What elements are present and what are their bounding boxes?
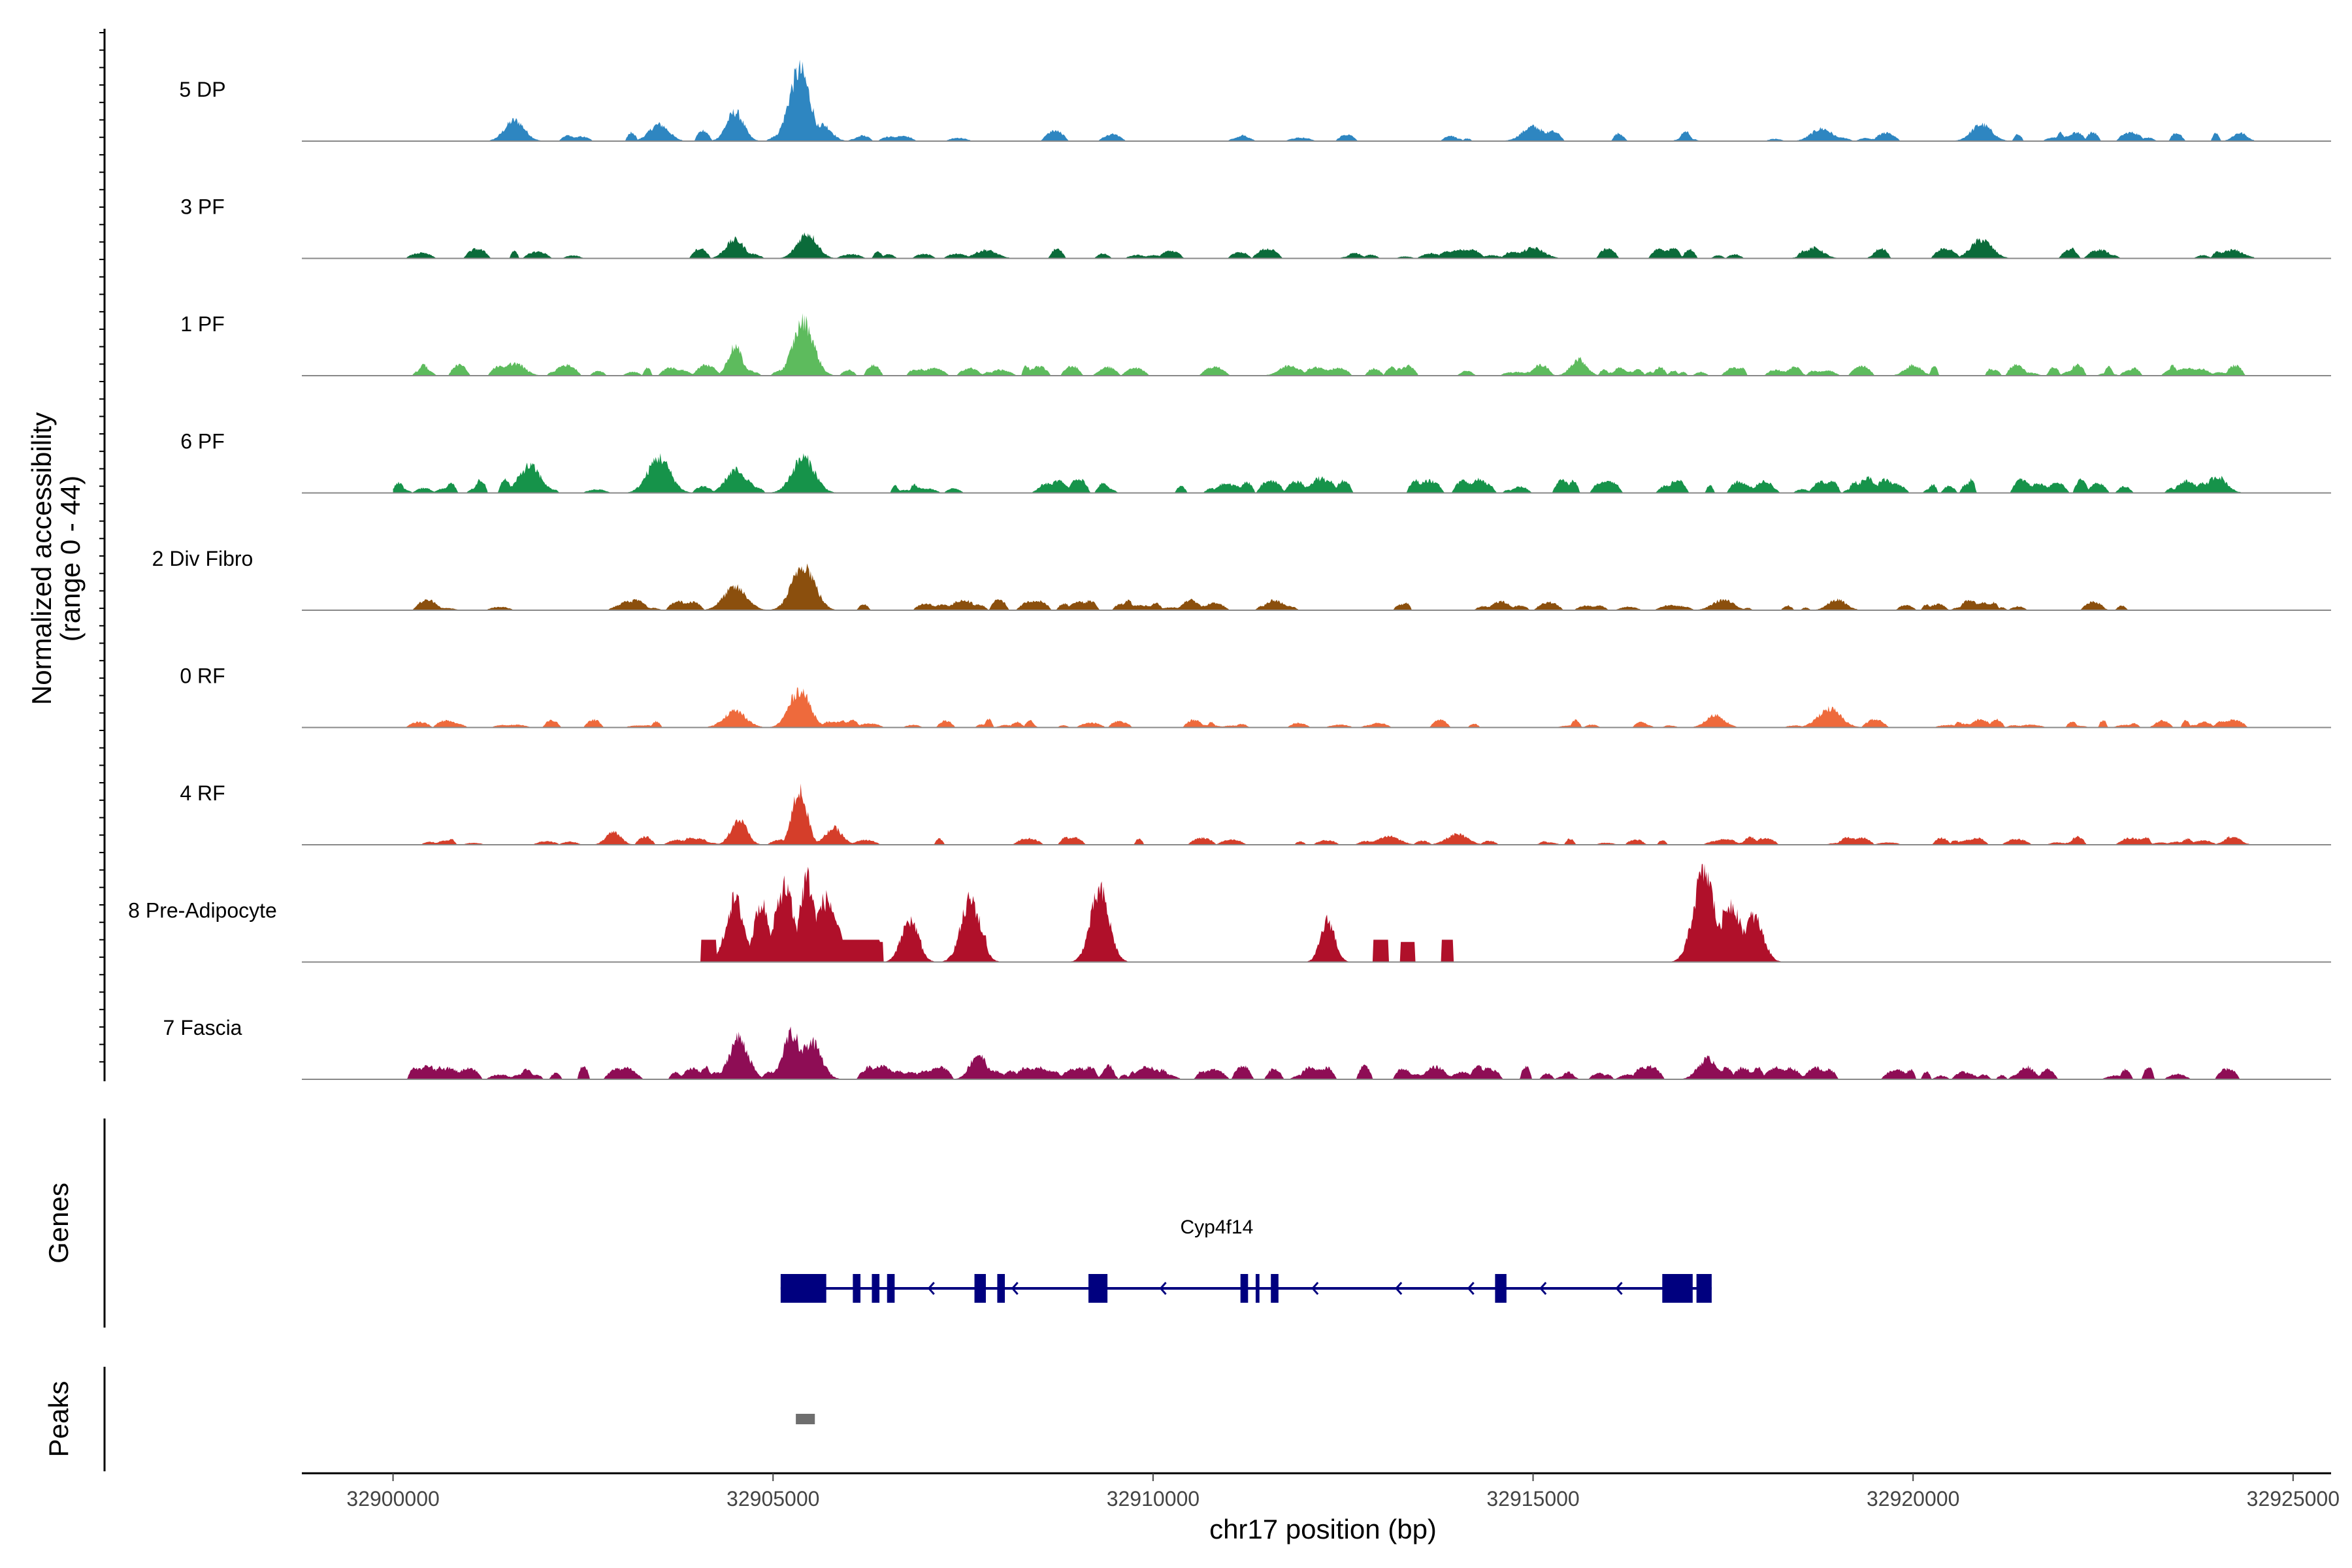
track-label: 2 Div Fibro bbox=[152, 547, 253, 570]
track-label: 1 PF bbox=[180, 312, 225, 336]
x-tick-label: 32905000 bbox=[727, 1487, 819, 1511]
gene-exon bbox=[853, 1274, 861, 1303]
gene-exon bbox=[1495, 1274, 1507, 1303]
x-axis-title: chr17 position (bp) bbox=[1209, 1514, 1437, 1544]
coverage-area bbox=[393, 687, 2255, 728]
track-label: 5 DP bbox=[179, 78, 225, 101]
gene-strand-arrow bbox=[1467, 1282, 1475, 1295]
x-tick-label: 32910000 bbox=[1107, 1487, 1200, 1511]
x-tick-label: 32900000 bbox=[346, 1487, 439, 1511]
coverage-area bbox=[393, 59, 2255, 141]
x-tick-label: 32920000 bbox=[1867, 1487, 1959, 1511]
gene-exon bbox=[872, 1274, 880, 1303]
y-axis-title: Normalized accessibility (range 0 - 44) bbox=[26, 412, 86, 705]
gene-name-label: Cyp4f14 bbox=[1181, 1217, 1254, 1238]
gene-exon bbox=[1088, 1274, 1108, 1303]
gene-exon bbox=[887, 1274, 895, 1303]
gene-exon bbox=[1696, 1274, 1712, 1303]
gene-exon bbox=[1662, 1274, 1693, 1303]
track-4-rf: 4 RF bbox=[180, 781, 2331, 845]
track-1-pf: 1 PF bbox=[180, 312, 2331, 376]
peak-track bbox=[796, 1414, 815, 1424]
track-label: 0 RF bbox=[180, 664, 225, 688]
track-label: 7 Fascia bbox=[163, 1016, 242, 1039]
gene-strand-arrow bbox=[1615, 1282, 1623, 1295]
coverage-area bbox=[393, 1026, 2255, 1079]
peaks-track-title: Peaks bbox=[43, 1381, 74, 1458]
gene-exon bbox=[974, 1274, 986, 1303]
track-7-fascia: 7 Fascia bbox=[163, 1016, 2331, 1080]
gene-strand-arrow bbox=[927, 1282, 935, 1295]
track-3-pf: 3 PF bbox=[180, 195, 2331, 259]
track-label: 3 PF bbox=[180, 195, 225, 219]
gene-strand-arrow bbox=[1539, 1282, 1547, 1295]
gene-exon bbox=[780, 1274, 826, 1303]
track-5-dp: 5 DP bbox=[179, 59, 2331, 142]
gene-strand-arrow bbox=[1311, 1282, 1319, 1295]
coverage-area bbox=[393, 864, 2255, 962]
coverage-area bbox=[393, 453, 2255, 493]
x-axis: 32900000 32905000 32910000 32915000 32920000… bbox=[302, 1472, 2340, 1511]
genes-track-title: Genes bbox=[43, 1183, 74, 1264]
gene-exon bbox=[1271, 1274, 1279, 1303]
gene-track: Cyp4f14 bbox=[780, 1217, 1712, 1303]
coverage-area bbox=[393, 313, 2255, 376]
left-axes: Genes Peaks bbox=[43, 29, 106, 1471]
gene-strand-arrow bbox=[1395, 1282, 1403, 1295]
gene-exon bbox=[1255, 1274, 1260, 1303]
y-axis-title-line1: Normalized accessibility bbox=[26, 412, 57, 705]
coverage-area bbox=[393, 563, 2255, 610]
x-tick-label: 32915000 bbox=[1486, 1487, 1579, 1511]
gene-strand-arrow bbox=[1159, 1282, 1167, 1295]
track-0-rf: 0 RF bbox=[180, 664, 2331, 728]
y-axis-title-line2: (range 0 - 44) bbox=[55, 476, 86, 642]
x-tick-label: 32925000 bbox=[2247, 1487, 2340, 1511]
track-8-pre-adipocyte: 8 Pre-Adipocyte bbox=[128, 864, 2331, 963]
track-6-pf: 6 PF bbox=[180, 430, 2331, 494]
coverage-area bbox=[393, 232, 2255, 259]
peak-region bbox=[796, 1414, 815, 1424]
track-2-div-fibro: 2 Div Fibro bbox=[152, 547, 2331, 611]
coverage-tracks: 5 DP 3 PF 1 PF 6 PF 2 Div Fibro 0 RF 4 RF 8 Pre… bbox=[128, 59, 2331, 1080]
gene-strand-arrow bbox=[1011, 1282, 1019, 1295]
gene-exon bbox=[1240, 1274, 1249, 1303]
coverage-area bbox=[393, 783, 2255, 845]
gene-exon bbox=[997, 1274, 1005, 1303]
track-label: 4 RF bbox=[180, 781, 225, 805]
track-label: 8 Pre-Adipocyte bbox=[128, 899, 277, 923]
track-label: 6 PF bbox=[180, 430, 225, 453]
